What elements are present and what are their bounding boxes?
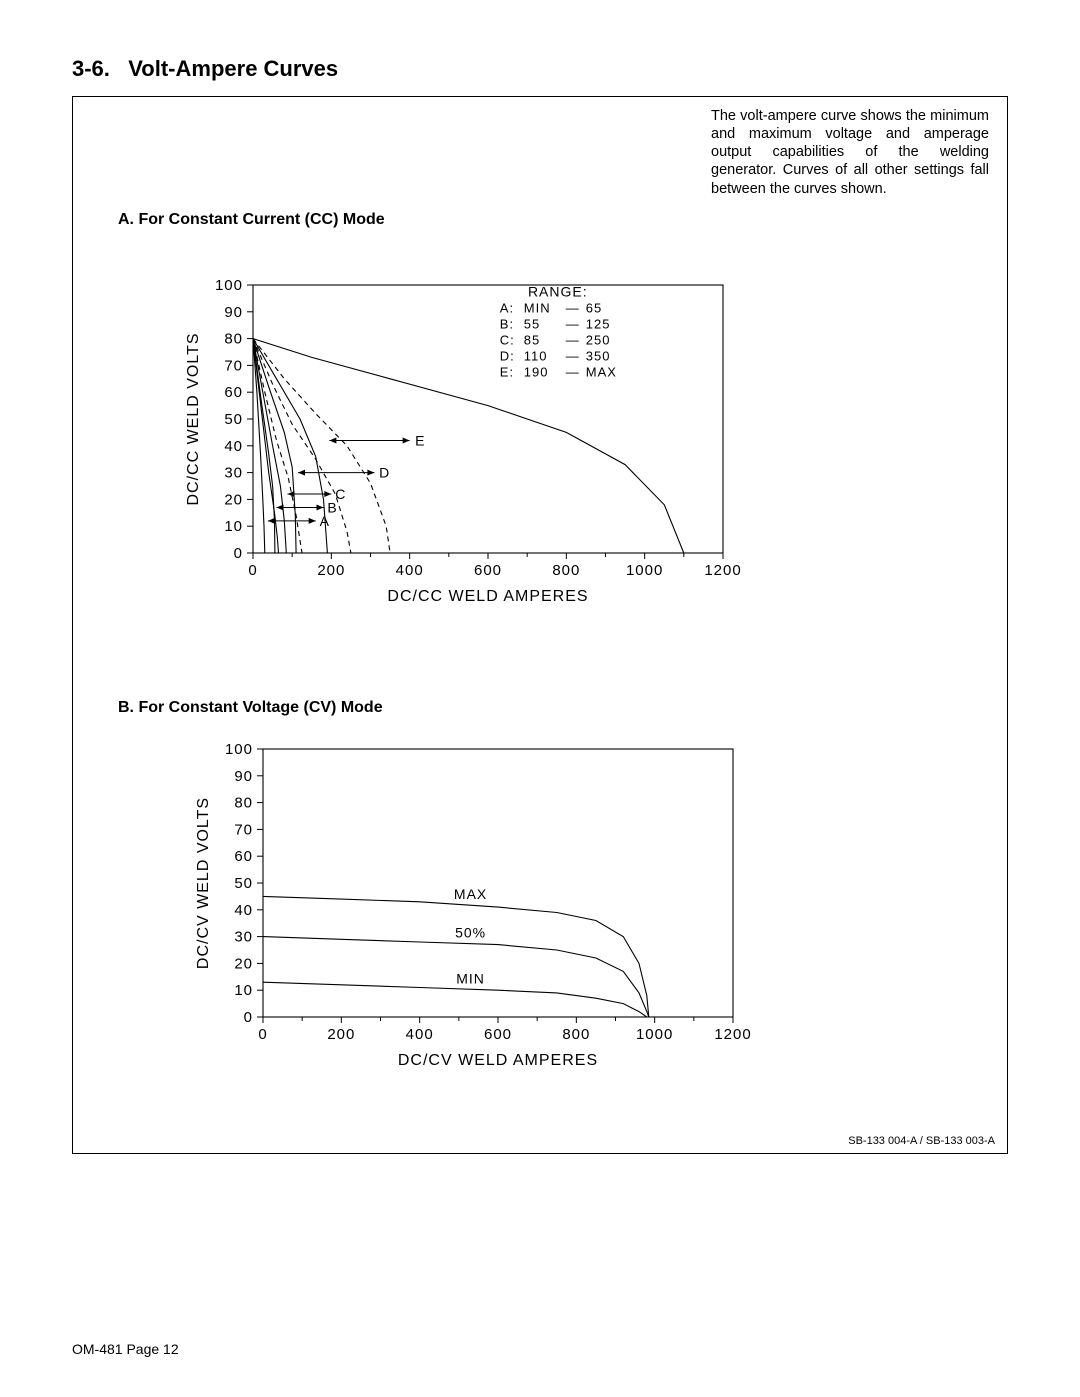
svg-text:65: 65 xyxy=(586,300,602,315)
svg-text:1200: 1200 xyxy=(714,1026,751,1043)
svg-text:—: — xyxy=(566,364,580,379)
svg-text:50: 50 xyxy=(224,411,243,428)
intro-paragraph: The volt-ampere curve shows the minimum … xyxy=(711,107,989,198)
svg-text:MIN: MIN xyxy=(524,300,551,315)
svg-text:600: 600 xyxy=(474,562,502,579)
svg-text:600: 600 xyxy=(484,1026,512,1043)
section-heading: 3-6. Volt-Ampere Curves xyxy=(72,56,1008,82)
svg-text:190: 190 xyxy=(524,364,549,379)
chart-cv-mode: 0 200 400 600 800 1000 1200 0 10 20 30 40 50 60 70 80 90… xyxy=(153,737,773,1077)
svg-text:DC/CV WELD AMPERES: DC/CV WELD AMPERES xyxy=(398,1052,598,1069)
svg-text:100: 100 xyxy=(225,741,253,758)
svg-text:60: 60 xyxy=(224,384,243,401)
reference-codes: SB-133 004-A / SB-133 003-A xyxy=(848,1135,995,1147)
figure-frame: The volt-ampere curve shows the minimum … xyxy=(72,96,1008,1154)
svg-text:90: 90 xyxy=(234,768,253,785)
svg-text:1000: 1000 xyxy=(626,562,663,579)
svg-text:1000: 1000 xyxy=(636,1026,673,1043)
svg-text:1200: 1200 xyxy=(704,562,741,579)
svg-text:400: 400 xyxy=(406,1026,434,1043)
svg-text:40: 40 xyxy=(234,902,253,919)
svg-text:—: — xyxy=(566,316,580,331)
section-title-text: Volt-Ampere Curves xyxy=(128,56,338,81)
svg-text:30: 30 xyxy=(234,929,253,946)
chart-cc-mode: 0 200 400 600 800 1000 1200 0 10 20 30 40 50 60 70 80 90… xyxy=(143,273,763,613)
svg-text:125: 125 xyxy=(586,316,611,331)
svg-text:—: — xyxy=(566,332,580,347)
svg-text:MIN: MIN xyxy=(456,970,485,986)
svg-text:55: 55 xyxy=(524,316,540,331)
svg-text:MAX: MAX xyxy=(586,364,617,379)
svg-text:10: 10 xyxy=(224,518,243,535)
svg-text:200: 200 xyxy=(317,562,345,579)
subtitle-b: B. For Constant Voltage (CV) Mode xyxy=(118,699,383,717)
svg-text:D: D xyxy=(379,465,390,481)
svg-text:E: E xyxy=(415,432,425,448)
svg-text:50: 50 xyxy=(234,875,253,892)
svg-text:30: 30 xyxy=(224,465,243,482)
svg-text:80: 80 xyxy=(224,331,243,348)
svg-text:70: 70 xyxy=(234,821,253,838)
svg-text:70: 70 xyxy=(224,357,243,374)
svg-text:RANGE:: RANGE: xyxy=(528,283,588,299)
svg-text:E:: E: xyxy=(500,364,514,379)
svg-text:C:: C: xyxy=(500,332,515,347)
svg-text:0: 0 xyxy=(244,1009,253,1026)
svg-text:85: 85 xyxy=(524,332,540,347)
svg-text:—: — xyxy=(566,348,580,363)
svg-text:400: 400 xyxy=(396,562,424,579)
svg-text:B:: B: xyxy=(500,316,514,331)
svg-text:800: 800 xyxy=(552,562,580,579)
svg-text:0: 0 xyxy=(258,1026,267,1043)
svg-text:20: 20 xyxy=(224,491,243,508)
subtitle-a: A. For Constant Current (CC) Mode xyxy=(118,211,385,229)
svg-text:200: 200 xyxy=(327,1026,355,1043)
svg-text:110: 110 xyxy=(524,348,548,363)
svg-text:40: 40 xyxy=(224,438,243,455)
svg-text:80: 80 xyxy=(234,795,253,812)
section-number: 3-6. xyxy=(72,56,110,81)
svg-text:250: 250 xyxy=(586,332,611,347)
svg-text:D:: D: xyxy=(500,348,515,363)
svg-text:DC/CV WELD VOLTS: DC/CV WELD VOLTS xyxy=(195,797,212,969)
svg-text:0: 0 xyxy=(248,562,257,579)
svg-text:10: 10 xyxy=(234,982,253,999)
svg-text:100: 100 xyxy=(215,277,243,294)
svg-text:800: 800 xyxy=(562,1026,590,1043)
svg-text:60: 60 xyxy=(234,848,253,865)
svg-text:DC/CC WELD AMPERES: DC/CC WELD AMPERES xyxy=(387,588,588,605)
svg-text:A:: A: xyxy=(500,300,514,315)
svg-text:0: 0 xyxy=(234,545,243,562)
svg-text:MAX: MAX xyxy=(454,886,487,902)
page-footer: OM-481 Page 12 xyxy=(72,1341,179,1357)
svg-text:20: 20 xyxy=(234,955,253,972)
svg-text:C: C xyxy=(335,486,346,502)
svg-text:350: 350 xyxy=(586,348,611,363)
svg-text:DC/CC WELD VOLTS: DC/CC WELD VOLTS xyxy=(185,332,202,505)
svg-text:90: 90 xyxy=(224,304,243,321)
svg-text:—: — xyxy=(566,300,580,315)
svg-text:50%: 50% xyxy=(455,925,486,941)
